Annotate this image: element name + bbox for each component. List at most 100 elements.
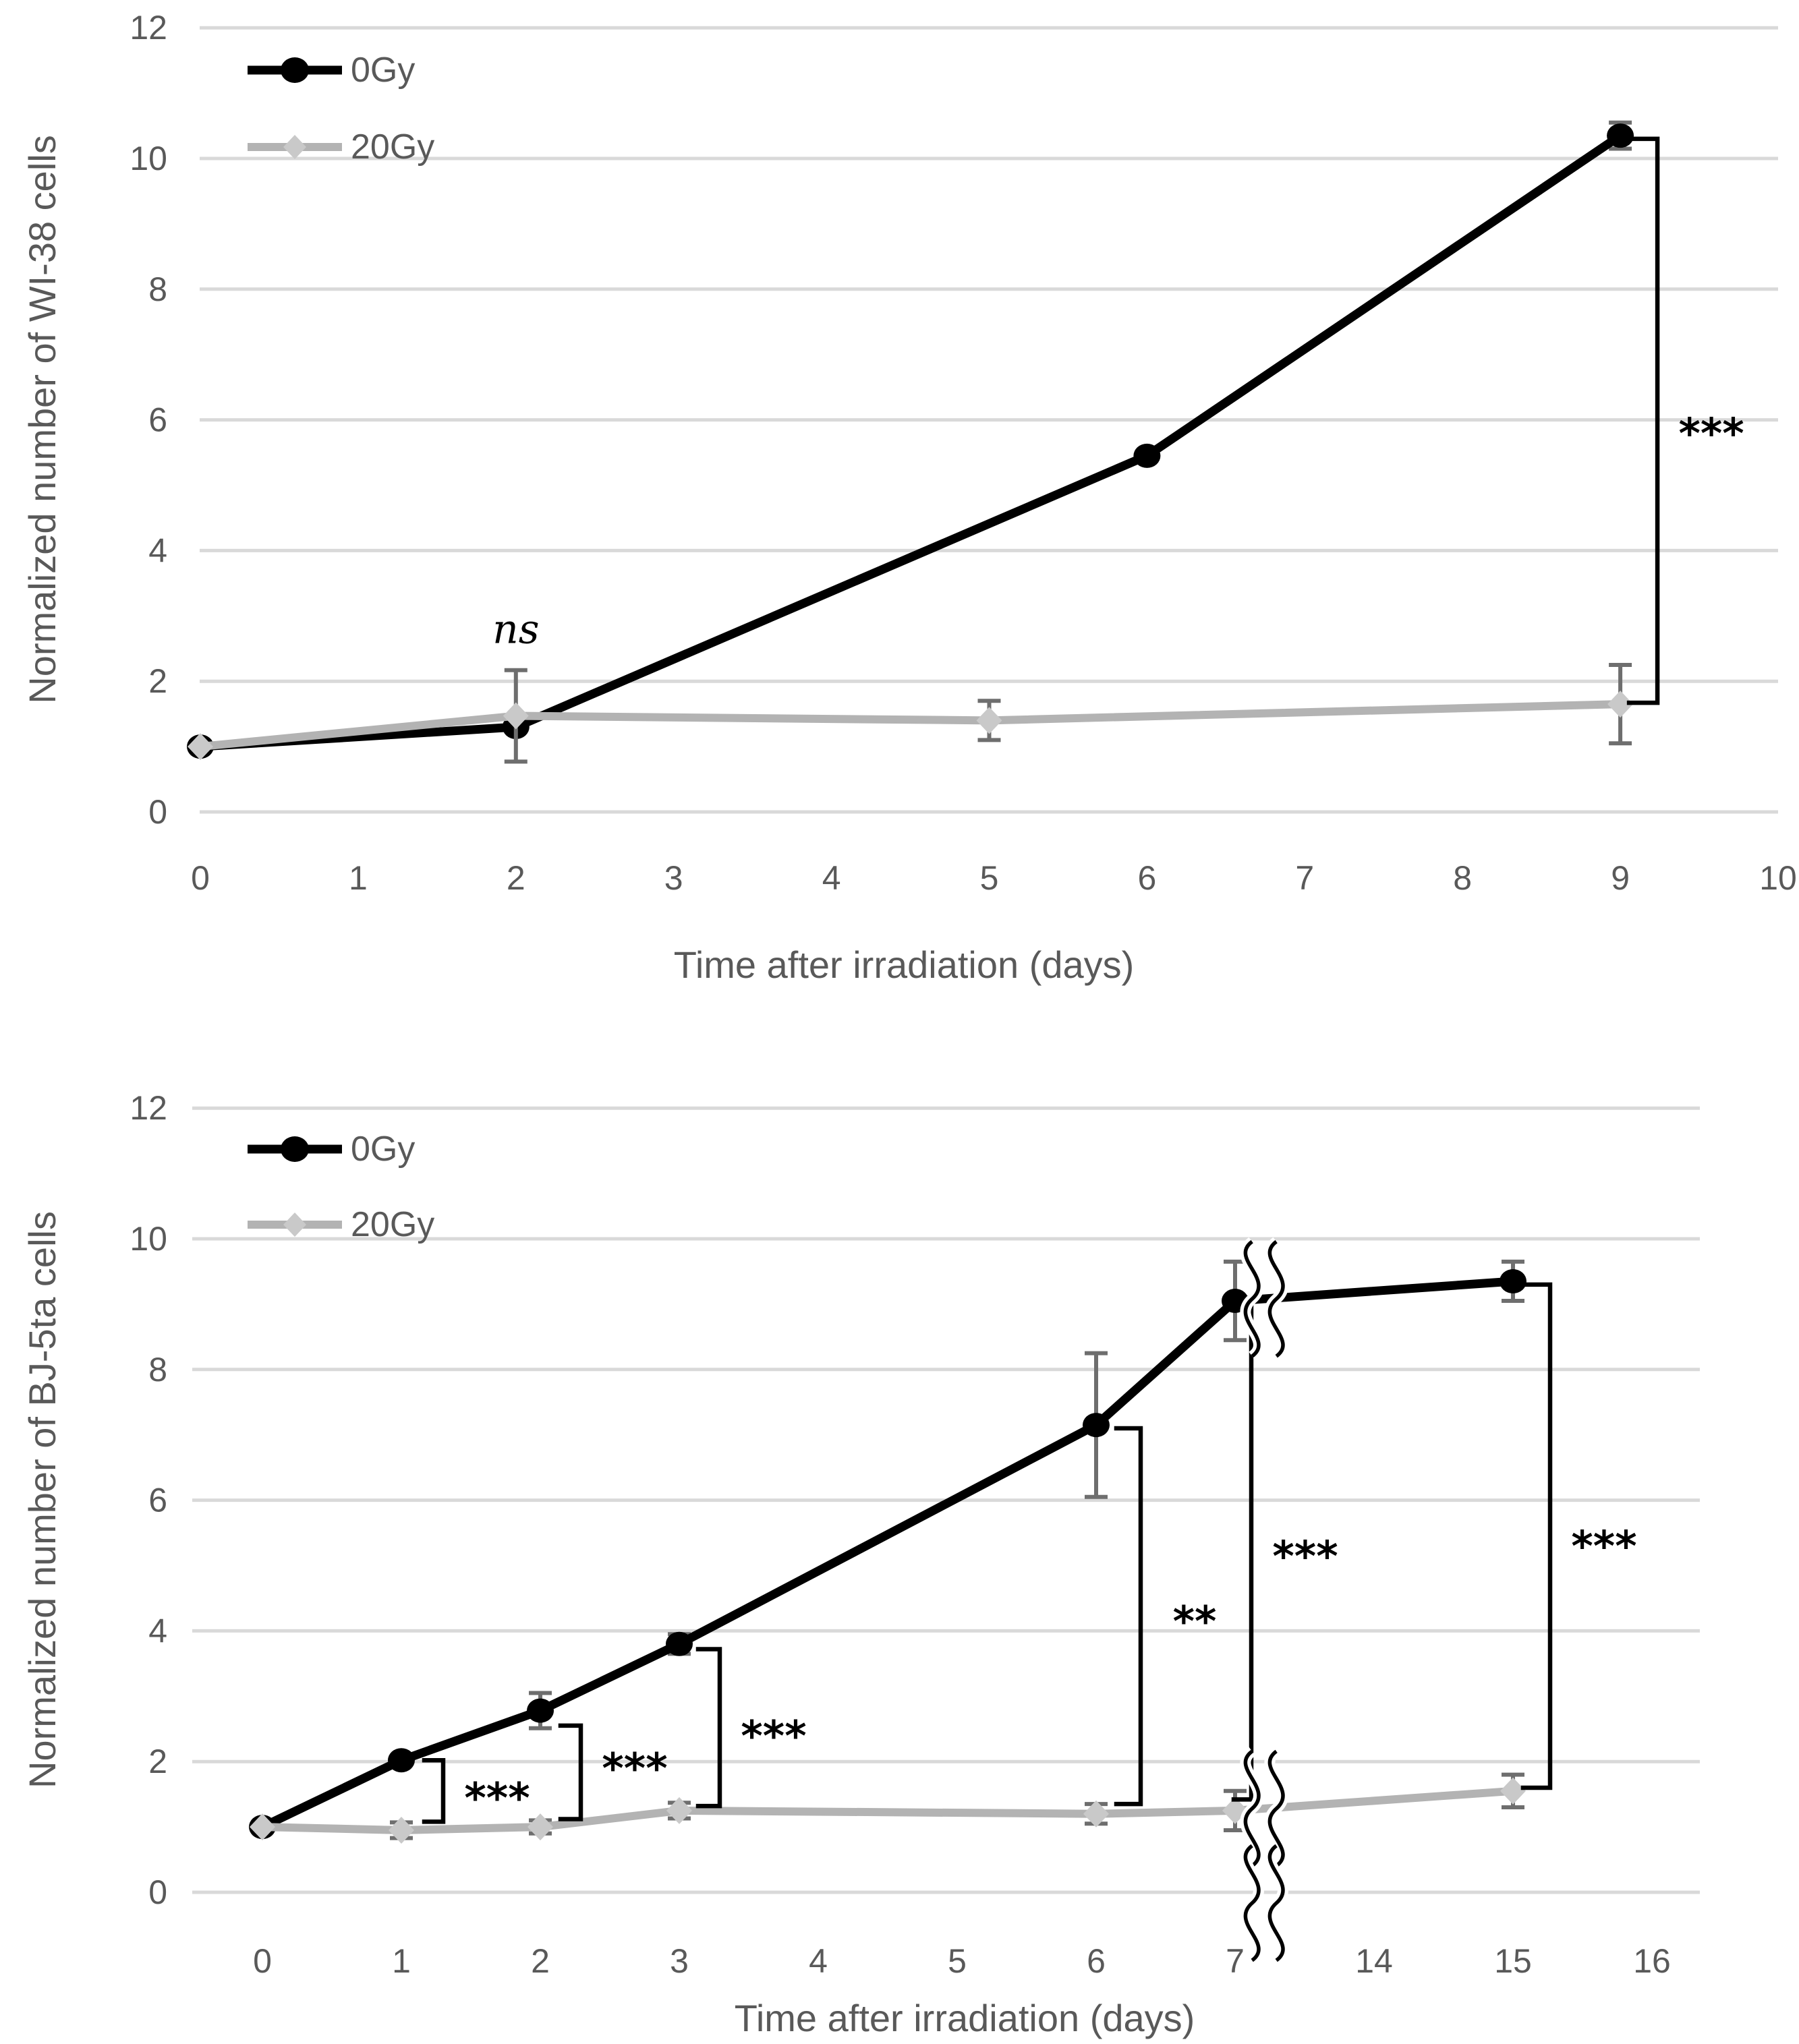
significance-stars: *** xyxy=(464,1774,530,1823)
series-line-0Gy xyxy=(200,132,1623,751)
x-tick-label: 4 xyxy=(822,859,841,897)
x-tick-label: 5 xyxy=(980,859,999,897)
x-tick-label: 6 xyxy=(1087,1942,1106,1980)
axis-break-mark xyxy=(1243,1239,1261,1358)
bj5ta-x-axis-title: Time after irradiation (days) xyxy=(735,1997,1195,2039)
significance-bracket xyxy=(1520,1282,1553,1790)
legend-0gy-marker xyxy=(248,57,342,83)
series-line-20Gy xyxy=(200,700,1621,751)
x-tick-label: 14 xyxy=(1355,1942,1393,1980)
x-tick-label: 8 xyxy=(1453,859,1472,897)
x-tick-label: 1 xyxy=(349,859,368,897)
data-point-0Gy-day-2 xyxy=(527,1698,554,1723)
data-point-20Gy-day-5 xyxy=(976,707,1002,734)
significance-bracket xyxy=(1114,1426,1143,1807)
x-tick-label: 6 xyxy=(1137,859,1156,897)
legend-0gy-marker xyxy=(248,1136,342,1162)
significance-bracket xyxy=(1231,1302,1254,1802)
legend-0gy-label: 0Gy xyxy=(351,51,415,90)
significance-stars: *** xyxy=(1272,1531,1338,1581)
y-tick-label: 8 xyxy=(148,1351,167,1389)
legend-marker xyxy=(281,1136,309,1162)
y-tick-label: 8 xyxy=(148,270,167,308)
data-point-0Gy-day-9 xyxy=(1607,123,1634,148)
y-tick-label: 10 xyxy=(130,1220,167,1258)
data-point-0Gy-day-6 xyxy=(1133,443,1161,468)
significance-stars: *** xyxy=(741,1712,806,1761)
y-tick-label: 12 xyxy=(130,1089,167,1127)
significance-stars: ** xyxy=(1173,1597,1217,1646)
data-point-20Gy-day-0 xyxy=(188,733,213,761)
significance-bracket xyxy=(695,1647,722,1809)
x-tick-label: 9 xyxy=(1611,859,1630,897)
legend-20gy-marker xyxy=(248,135,342,159)
legend-0gy-label: 0Gy xyxy=(351,1130,415,1169)
data-point-20Gy-day-2 xyxy=(503,702,529,730)
x-tick-label: 2 xyxy=(531,1942,550,1980)
data-point-20Gy-day-1 xyxy=(389,1816,414,1844)
y-tick-label: 4 xyxy=(148,1612,167,1649)
data-point-0Gy-day-15 xyxy=(1500,1268,1526,1293)
x-tick-label: 2 xyxy=(507,859,525,897)
data-point-20Gy-day-0 xyxy=(250,1813,275,1841)
ns-annotation: ns xyxy=(492,606,539,653)
wi38-x-axis-title: Time after irradiation (days) xyxy=(674,943,1135,986)
x-tick-label: 3 xyxy=(664,859,683,897)
y-tick-label: 2 xyxy=(148,662,167,700)
bj5ta-y-axis-title: Normalized number of BJ-5ta cells xyxy=(21,1211,63,1788)
x-tick-label: 1 xyxy=(392,1942,411,1980)
significance-stars: *** xyxy=(1678,409,1744,458)
x-tick-label: 4 xyxy=(809,1942,828,1980)
legend-20gy-marker xyxy=(248,1213,342,1237)
x-tick-label: 10 xyxy=(1759,859,1797,897)
significance-stars: *** xyxy=(602,1744,667,1793)
wi38-y-axis-title: Normalized number of WI-38 cells xyxy=(21,135,63,703)
y-tick-label: 2 xyxy=(148,1743,167,1780)
x-tick-label: 15 xyxy=(1494,1942,1532,1980)
legend-marker xyxy=(283,135,306,159)
data-point-20Gy-day-3 xyxy=(666,1797,692,1824)
axis-break-mark xyxy=(1267,1749,1285,1868)
x-tick-label: 7 xyxy=(1295,859,1314,897)
y-tick-label: 0 xyxy=(148,1873,167,1911)
data-point-20Gy-day-6 xyxy=(1083,1800,1109,1828)
y-tick-label: 6 xyxy=(148,401,167,439)
data-point-0Gy-day-6 xyxy=(1083,1413,1110,1438)
x-tick-label: 5 xyxy=(948,1942,967,1980)
x-tick-label: 16 xyxy=(1633,1942,1671,1980)
axis-break-mark xyxy=(1267,1844,1285,1962)
significance-stars: *** xyxy=(1571,1522,1636,1571)
legend-20gy-label: 20Gy xyxy=(351,127,434,167)
data-point-20Gy-day-15 xyxy=(1500,1777,1526,1805)
significance-bracket xyxy=(1626,136,1660,705)
significance-bracket xyxy=(422,1758,446,1824)
chart-wi38: 0 2 4 6 8 10 12 0 1 2 3 4 5 6 7 8 9 10 ns *** 0Gy 20Gy Norm… xyxy=(21,9,1797,986)
y-tick-label: 0 xyxy=(148,793,167,831)
wi38-legend: 0Gy 20Gy xyxy=(248,51,434,167)
x-tick-label: 7 xyxy=(1226,1942,1245,1980)
legend-marker xyxy=(281,57,309,83)
y-tick-label: 10 xyxy=(130,140,167,177)
x-tick-label: 0 xyxy=(253,1942,272,1980)
axis-break-mark xyxy=(1267,1239,1285,1358)
data-point-0Gy-day-3 xyxy=(666,1631,693,1656)
axis-break-mark xyxy=(1243,1749,1261,1868)
significance-bracket xyxy=(558,1723,583,1821)
legend-20gy-label: 20Gy xyxy=(351,1205,434,1244)
axis-break-mark xyxy=(1243,1844,1261,1962)
chart-bj5ta: 0 2 4 6 8 10 12 0 1 2 3 4 5 6 7 14 15 16 *** *** *** ** *** ***… xyxy=(0,1032,1799,2044)
data-point-0Gy-day-1 xyxy=(388,1748,415,1773)
series-line-20Gy xyxy=(262,1786,1514,1834)
bj5ta-legend: 0Gy 20Gy xyxy=(248,1130,434,1244)
x-tick-label: 0 xyxy=(191,859,210,897)
x-tick-label: 3 xyxy=(670,1942,689,1980)
data-point-20Gy-day-2 xyxy=(527,1813,553,1841)
legend-marker xyxy=(283,1213,306,1237)
y-tick-label: 4 xyxy=(148,531,167,569)
y-tick-label: 12 xyxy=(130,9,167,47)
